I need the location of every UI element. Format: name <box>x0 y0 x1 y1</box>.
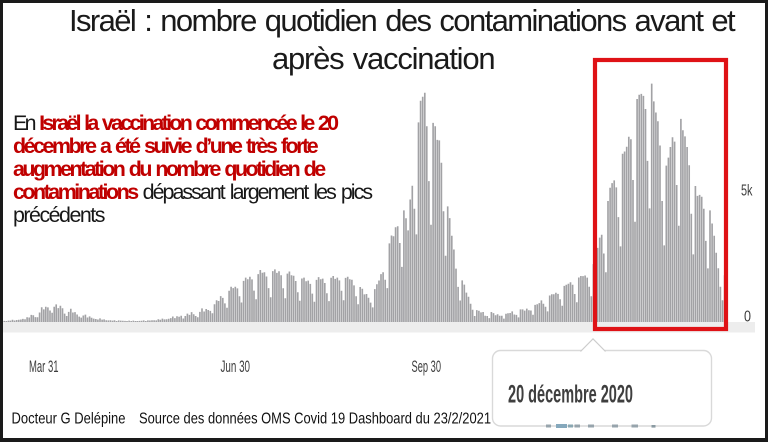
svg-text:Jun 30: Jun 30 <box>221 357 251 376</box>
svg-text:5k: 5k <box>741 183 753 200</box>
svg-text:Sep 30: Sep 30 <box>412 357 442 376</box>
svg-text:20 décembre 2020: 20 décembre 2020 <box>508 381 633 409</box>
svg-text:0: 0 <box>744 309 751 326</box>
svg-text:Docteur G Delépine: Docteur G Delépine <box>12 411 126 428</box>
svg-text:Mar 31: Mar 31 <box>29 357 59 376</box>
svg-text:Source des données OMS Covid 1: Source des données OMS Covid 19 Dashboar… <box>139 411 491 428</box>
